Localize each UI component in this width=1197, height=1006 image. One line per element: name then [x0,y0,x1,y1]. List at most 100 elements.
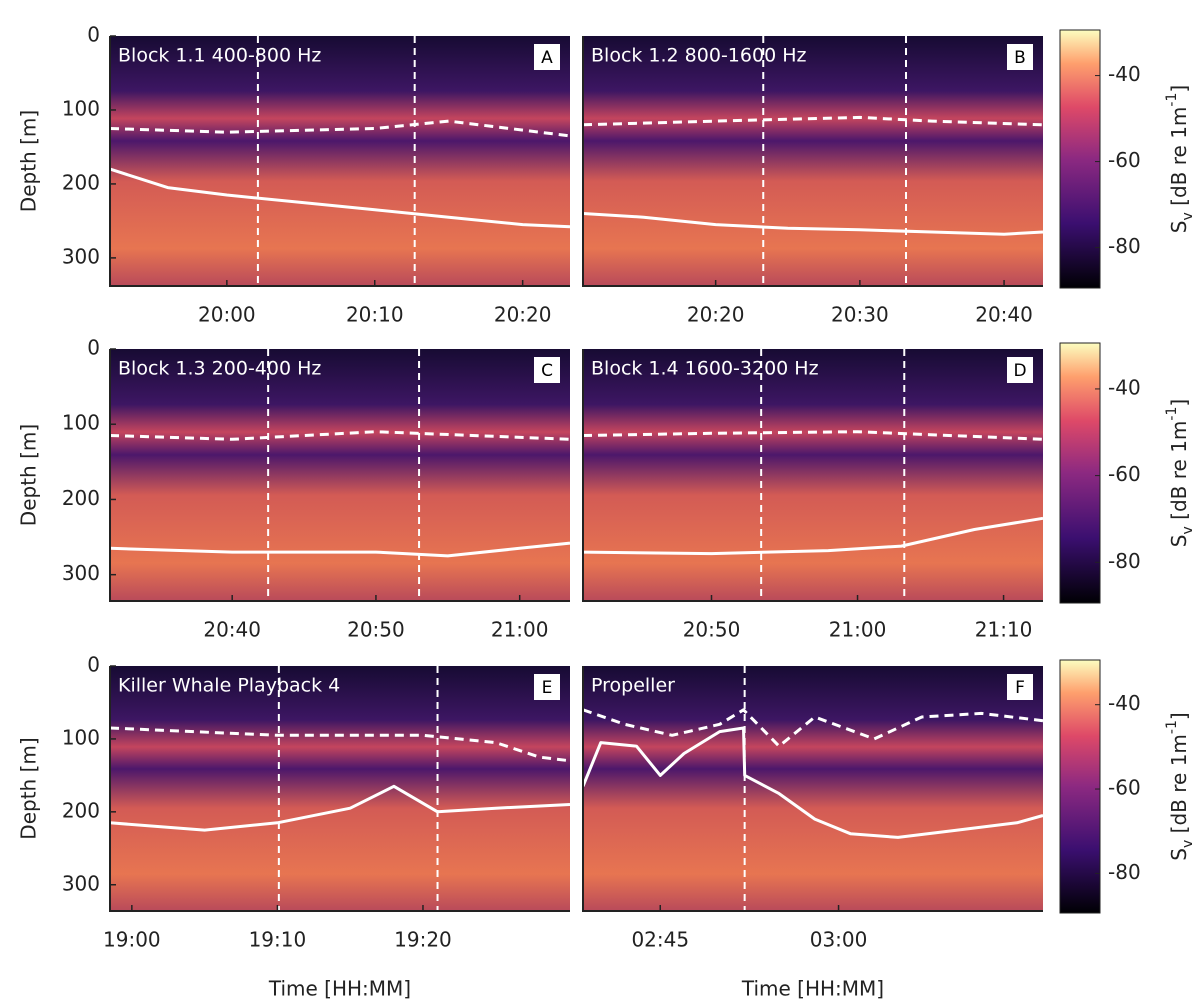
echogram-image [110,349,570,601]
panel-letter: F [1015,678,1025,698]
colorbar [1059,29,1101,289]
colorbar-label-part: ] [1167,712,1191,720]
panel-letter: C [541,361,553,381]
x-tick-label: 20:50 [683,618,741,642]
x-tick-label: 20:10 [346,303,404,327]
y-tick-label: 0 [87,653,100,677]
colorbar-label-part: [dB re 1m [1167,107,1191,213]
axis-frame [109,36,570,287]
x-tick-label: 19:20 [394,928,452,952]
layer-line [109,167,571,229]
x-tick-label: 20:20 [494,303,552,327]
echogram-image [110,36,570,286]
y-tick-label: 300 [62,871,100,895]
colorbar-tick-label: -40 [1108,691,1141,715]
y-axis-label: Depth [m] [17,424,41,526]
panel-title: Propeller [591,675,675,697]
y-tick-label: 100 [62,96,100,120]
layer-line [582,115,1044,127]
x-tick-label: 03:00 [810,928,868,952]
y-tick-label: 300 [62,561,100,585]
panel-letter-box [1007,674,1033,700]
panel-letter: D [1013,361,1026,381]
colorbar-label-part: -1 [1164,407,1180,421]
echogram-image [110,666,570,911]
y-tick-label: 100 [62,725,100,749]
x-tick-label: 20:00 [198,303,256,327]
colorbar-label-part: v [1180,212,1196,220]
panel-letter-box [534,44,560,70]
colorbar-label-part: v [1180,840,1196,848]
colorbar-tick-label: -60 [1108,462,1141,486]
y-tick-label: 300 [62,244,100,268]
colorbar-tick-label: -80 [1108,549,1141,573]
panel-letter-box [1007,44,1033,70]
colorbar-tick-label: -60 [1108,148,1141,172]
colorbar-label: Sv [dB re 1m-1] [1164,85,1196,233]
y-axis-label: Depth [m] [17,110,41,212]
x-tick-label: 20:40 [975,303,1033,327]
axis-frame [582,36,1043,287]
colorbar-label-part: S [1167,534,1191,547]
panel-letter-box [534,674,560,700]
colorbar-tick-label: -60 [1108,776,1141,800]
y-axis-label: Depth [m] [17,737,41,839]
panel-title: Block 1.4 1600-3200 Hz [591,358,819,380]
x-axis-label: Time [HH:MM] [741,977,884,1001]
panel-letter-box [1007,357,1033,383]
colorbar-label: Sv [dB re 1m-1] [1164,399,1196,547]
x-tick-label: 20:20 [687,303,745,327]
x-tick-label: 19:00 [103,928,161,952]
axis-frame [109,349,570,602]
layer-line [109,119,571,138]
colorbar-tick-label: -40 [1108,375,1141,399]
x-tick-label: 19:10 [249,928,307,952]
colorbar-label-part: ] [1167,85,1191,93]
colorbar-label-part: S [1167,848,1191,861]
layer-line [109,430,571,441]
layer-line [109,784,571,832]
x-tick-label: 21:10 [975,618,1033,642]
layer-line [109,726,571,763]
colorbar [1059,659,1101,914]
x-tick-label: 20:50 [347,618,405,642]
echogram-image [583,36,1043,286]
colorbar-label-part: S [1167,220,1191,233]
colorbar [1059,342,1101,604]
panel-title: Block 1.2 800-1600 Hz [591,45,806,67]
panel-title: Block 1.1 400-800 Hz [118,45,321,67]
layer-line [582,212,1044,236]
layer-line [581,726,1044,839]
axis-frame [109,666,570,912]
colorbar-label: Sv [dB re 1m-1] [1164,712,1196,860]
x-tick-label: 02:45 [631,928,689,952]
panel-title: Killer Whale Playback 4 [118,675,340,697]
panel-letter-box [534,357,560,383]
axis-frame [582,349,1043,602]
y-tick-label: 200 [62,798,100,822]
x-tick-label: 20:30 [831,303,889,327]
x-tick-label: 21:00 [491,618,549,642]
y-tick-label: 0 [87,336,100,360]
colorbar-label-part: [dB re 1m [1167,421,1191,527]
colorbar-label-part: -1 [1164,720,1180,734]
layer-line [582,708,1044,748]
layer-line [109,541,571,558]
x-tick-label: 21:00 [829,618,887,642]
x-axis-label: Time [HH:MM] [268,977,411,1001]
x-tick-label: 20:40 [203,618,261,642]
panel-letter: B [1014,48,1026,68]
y-tick-label: 200 [62,170,100,194]
echogram-image [583,349,1043,601]
panel-title: Block 1.3 200-400 Hz [118,358,321,380]
axis-frame [582,666,1043,912]
y-tick-label: 200 [62,486,100,510]
panel-letter: A [541,48,553,68]
layer-line [582,516,1044,556]
colorbar-label-part: -1 [1164,93,1180,107]
echogram-image [583,666,1043,911]
colorbar-label-part: v [1180,526,1196,534]
colorbar-label-part: [dB re 1m [1167,734,1191,840]
colorbar-label-part: ] [1167,399,1191,407]
